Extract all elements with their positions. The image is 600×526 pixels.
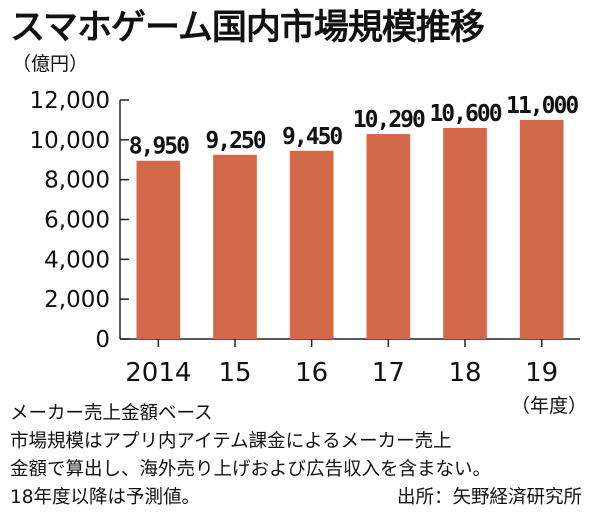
note-forecast: 18年度以降は予測値。 xyxy=(10,487,201,508)
y-tick-label: 0 xyxy=(95,327,110,353)
y-tick-label: 2,000 xyxy=(44,287,110,313)
bar-chart: 0 2,000 4,000 6,000 8,000 10,000 12,000 8,950 20… xyxy=(30,88,581,388)
bar xyxy=(443,127,487,339)
y-tick-label: 10,000 xyxy=(30,128,110,154)
x-category-label: 19 xyxy=(525,358,558,388)
note-basis: メーカー売上金額ベース xyxy=(10,403,213,424)
x-category-label: 2014 xyxy=(125,358,191,388)
bar xyxy=(366,134,411,339)
x-axis-unit: （年度） xyxy=(511,395,588,417)
data-label: 9,450 xyxy=(282,124,342,150)
bar xyxy=(213,154,257,339)
chart-title: スマホゲーム国内市場規模推移 xyxy=(10,8,485,48)
x-category-label: 18 xyxy=(448,358,481,388)
y-axis-unit: （億円） xyxy=(12,53,89,75)
data-label: 10,290 xyxy=(353,107,425,133)
x-category-label: 17 xyxy=(372,358,405,388)
bar xyxy=(289,150,334,339)
x-category-label: 15 xyxy=(218,358,251,388)
data-label: 9,250 xyxy=(205,128,265,154)
note-line-2: 金額で算出し、海外売り上げおよび広告収入を含まない。 xyxy=(10,459,492,480)
data-label: 11,000 xyxy=(506,93,578,119)
bar xyxy=(136,160,181,339)
y-tick-label: 6,000 xyxy=(44,208,110,234)
y-tick-label: 12,000 xyxy=(30,88,110,114)
bar xyxy=(519,119,564,339)
chart-notes: メーカー売上金額ベース 市場規模はアプリ内アイテム課金によるメーカー売上 金額で… xyxy=(10,400,595,512)
note-line-1: 市場規模はアプリ内アイテム課金によるメーカー売上 xyxy=(10,431,452,452)
data-label: 8,950 xyxy=(129,134,189,160)
y-tick-label: 8,000 xyxy=(44,168,110,194)
x-category-label: 16 xyxy=(295,358,328,388)
source-credit: 出所：矢野経済研究所 xyxy=(396,487,582,508)
data-label: 10,600 xyxy=(429,101,501,127)
y-tick-label: 4,000 xyxy=(44,247,110,273)
note-footer: 18年度以降は予測値。 出所：矢野経済研究所 xyxy=(10,484,582,512)
